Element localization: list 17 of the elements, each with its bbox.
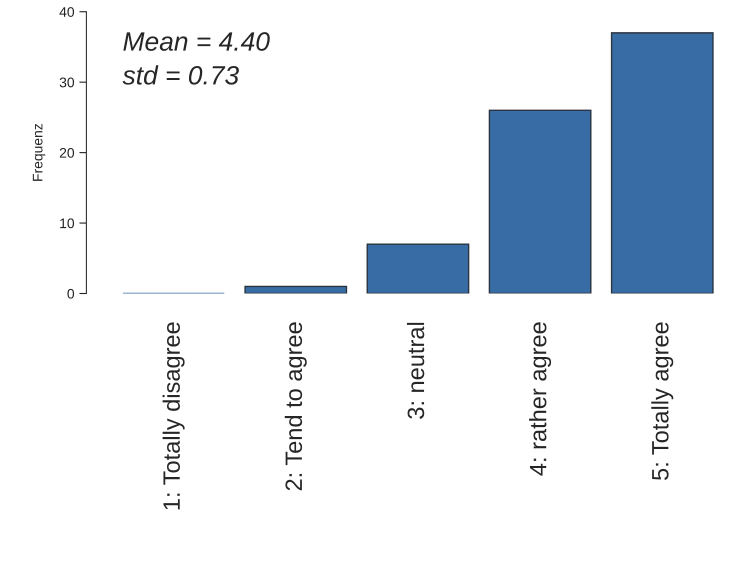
annotation: Mean = 4.40 [123, 32, 270, 51]
x-tick-label: 2: Tend to agree [284, 322, 307, 490]
bar [488, 110, 592, 294]
x-tick-label: 5: Totally agree [651, 322, 674, 480]
y-tick-label: 0 [67, 288, 74, 299]
y-tick-label: 40 [59, 7, 74, 17]
bar [610, 32, 714, 294]
x-tick-label: 3: neutral [406, 322, 424, 419]
bar [366, 243, 470, 294]
y-tick-label: 10 [60, 218, 74, 228]
y-tick-label: 20 [60, 148, 74, 158]
bar [244, 286, 348, 294]
y-axis-title: Frequenz [32, 124, 46, 181]
x-tick-label: 4: rather agree [529, 322, 552, 476]
annotation: std = 0.73 [122, 65, 239, 85]
x-tick-label: 1: Totally disagree [162, 322, 185, 510]
y-tick-label: 30 [60, 78, 74, 88]
